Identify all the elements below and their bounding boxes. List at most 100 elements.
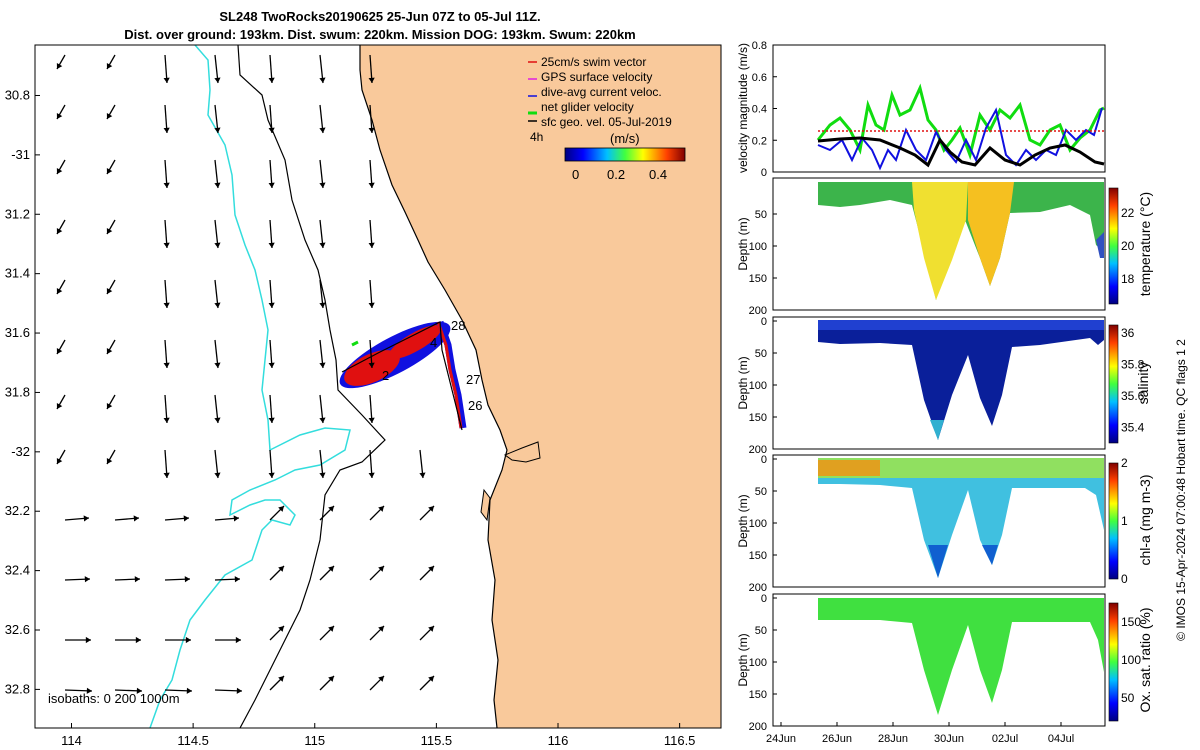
land-mass (360, 45, 721, 728)
current-arrowhead (56, 403, 63, 409)
current-arrowhead (236, 687, 242, 694)
map-ytick-label: 31.8 (5, 384, 30, 399)
colorbar-tick-label: 0 (1121, 572, 1128, 586)
isobath-200 (237, 45, 386, 728)
depth-tick-label: 0 (761, 316, 767, 328)
map-xtick-label: 114 (61, 733, 82, 748)
chla-surface-band (818, 458, 1104, 478)
colorbar-tick-0: 0 (572, 167, 579, 182)
depth-tick-label: 50 (755, 625, 767, 637)
temperature-panel (772, 177, 1119, 311)
map-xtick-label: 114.5 (177, 733, 209, 748)
salinity-field (818, 320, 1104, 440)
temperature-cool-right (1096, 232, 1104, 258)
legend-label-net: net glider velocity (541, 100, 634, 114)
depth-tick-label: 150 (749, 273, 767, 285)
current-arrowhead (319, 472, 326, 478)
map-xtick-label: 116.5 (664, 733, 696, 748)
map-xtick-label: 115.5 (421, 733, 453, 748)
map-frame (34, 44, 722, 729)
current-arrowhead (268, 417, 275, 423)
current-arrowhead (163, 417, 170, 423)
current-arrowhead (85, 636, 91, 644)
current-arrowhead (268, 77, 275, 83)
map-ytick-label: 32.4 (5, 563, 30, 578)
current-arrowhead (368, 417, 375, 423)
map-xtick-label: 115 (304, 733, 325, 748)
salinity-top-band (818, 320, 1104, 330)
current-arrowhead (268, 302, 275, 308)
current-arrowhead (319, 242, 326, 248)
current-arrowhead (368, 127, 375, 133)
current-arrowhead (56, 113, 63, 119)
day-label-2: 2 (382, 368, 389, 383)
day-label-27: 27 (466, 372, 480, 387)
depth-tick-label: 150 (749, 689, 767, 701)
date-tick-label: 24Jun (766, 733, 796, 745)
colorbar-tick-label: 150 (1121, 615, 1141, 629)
oxygen-panel (772, 593, 1119, 727)
chla-colorbar (1108, 462, 1119, 580)
depth-tick-label: 150 (749, 412, 767, 424)
sfc-geo-velocity-arrows (56, 54, 435, 694)
depth-tick-label: 100 (749, 518, 767, 530)
current-arrowhead (106, 228, 113, 234)
depth-ylabel: Depth (m) (736, 633, 750, 686)
current-arrowhead (84, 576, 90, 583)
island-rottnest (503, 441, 541, 463)
current-arrowhead (183, 515, 189, 522)
current-arrowhead (319, 417, 326, 423)
current-arrowhead (378, 626, 384, 632)
current-arrowhead (268, 242, 275, 248)
current-arrowhead (214, 362, 221, 368)
current-arrowhead (106, 288, 113, 294)
current-arrowhead (185, 636, 191, 644)
velocity-ylabel: velocity magnitude (m/s) (736, 43, 750, 173)
series-dive-avg (817, 107, 1103, 171)
map-xtick-label: 116 (548, 733, 569, 748)
current-arrowhead (268, 362, 275, 368)
velocity-y-ticks: 0 0.2 0.4 0.6 0.8 (752, 40, 777, 179)
colorbar-tick-label: 1 (1121, 514, 1128, 528)
colorbar-tick-label: 50 (1121, 691, 1135, 705)
current-arrowhead (378, 676, 384, 682)
current-arrowhead (56, 63, 63, 69)
current-arrowhead (368, 472, 375, 478)
current-arrowhead (163, 362, 170, 368)
temperature-clabel: temperature (°C) (1137, 192, 1153, 296)
isobath-label: isobaths: 0 200 1000m (48, 691, 180, 706)
current-arrowhead (268, 127, 275, 133)
island-garden (480, 488, 491, 522)
depth-tick-label: 0 (761, 593, 767, 605)
current-arrowhead (163, 472, 170, 478)
legend-label-swim: 25cm/s swim vector (541, 55, 646, 69)
velocity-ytick-label: 0.6 (752, 72, 767, 84)
current-arrowhead (368, 182, 375, 188)
map-ytick-label: 31.2 (5, 206, 30, 221)
current-arrowhead (378, 506, 384, 512)
current-arrowhead (368, 242, 375, 248)
current-arrowhead (378, 566, 384, 572)
colorbar-title: (m/s) (610, 131, 640, 146)
depth-tick-label: 100 (749, 380, 767, 392)
current-arrowhead (184, 576, 190, 583)
velocity-panel: 0 0.2 0.4 0.6 0.8 velocity magnitude (m/s) (736, 40, 1106, 179)
current-arrowhead (328, 676, 334, 682)
day-label-26: 26 (468, 398, 482, 413)
current-arrowhead (428, 506, 434, 512)
current-arrowhead (419, 472, 426, 478)
legend-time-label: 4h (530, 130, 543, 144)
current-arrowhead (163, 242, 170, 248)
current-arrowhead (133, 515, 139, 522)
current-arrowhead (319, 362, 326, 368)
map-ytick-label: -31 (11, 147, 30, 162)
map-ytick-label: 31.6 (5, 325, 30, 340)
depth-tick-label: 50 (755, 348, 767, 360)
chla-deep-blue (928, 545, 998, 578)
depth-tick-label: 150 (749, 550, 767, 562)
current-arrowhead (328, 506, 334, 512)
current-arrowhead (56, 168, 63, 174)
current-arrowhead (428, 566, 434, 572)
depth-tick-label: 0 (761, 454, 767, 466)
